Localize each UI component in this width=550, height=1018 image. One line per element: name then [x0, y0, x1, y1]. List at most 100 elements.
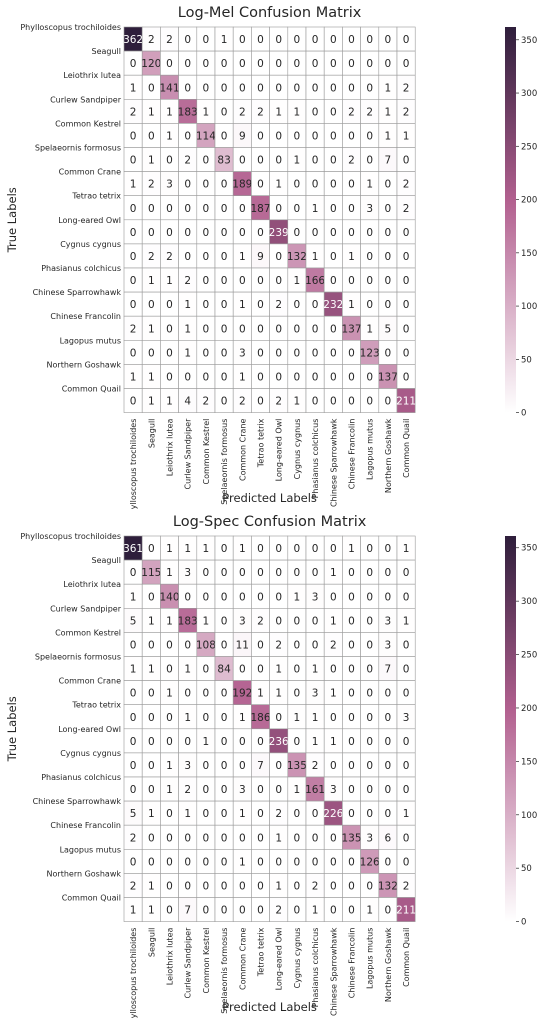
cell-value: 1: [385, 106, 392, 118]
cell-value: 1: [184, 347, 191, 359]
cell-value: 1: [148, 664, 155, 676]
colorbar-tick-label: 350: [521, 36, 537, 46]
cell-value: 0: [385, 712, 392, 724]
cell-value: 0: [294, 179, 301, 191]
cell-value: 189: [232, 179, 252, 191]
cell-value: 0: [148, 299, 155, 311]
cell-value: 0: [348, 688, 355, 700]
cell-value: 0: [330, 905, 337, 917]
x-tick-label: Long-eared Owl: [275, 928, 284, 991]
cell-value: 0: [312, 567, 319, 579]
cell-value: 0: [166, 736, 173, 748]
cell-value: 83: [217, 155, 230, 167]
cell-value: 9: [257, 251, 264, 263]
cell-value: 0: [366, 543, 373, 555]
cell-value: 2: [403, 203, 410, 215]
cell-value: 0: [275, 856, 282, 868]
cell-value: 0: [385, 203, 392, 215]
cell-value: 0: [148, 639, 155, 651]
cell-value: 0: [148, 130, 155, 142]
cell-value: 0: [403, 639, 410, 651]
y-tick-label: Spelaeornis formosus: [35, 653, 121, 662]
cell-value: 0: [312, 227, 319, 239]
cell-value: 0: [184, 688, 191, 700]
cell-value: 0: [130, 396, 137, 408]
cell-value: 0: [348, 856, 355, 868]
cell-value: 0: [385, 856, 392, 868]
cell-value: 2: [403, 82, 410, 94]
y-tick-label: Long-eared Owl: [58, 725, 121, 734]
colorbar-tick-label: 300: [521, 89, 537, 99]
cell-value: 0: [221, 371, 228, 383]
cell-value: 0: [366, 664, 373, 676]
cell-value: 0: [385, 808, 392, 820]
cell-value: 0: [366, 615, 373, 627]
cell-value: 0: [403, 251, 410, 263]
cell-value: 0: [221, 567, 228, 579]
cell-value: 0: [294, 856, 301, 868]
cell-value: 0: [257, 299, 264, 311]
y-tick-label: Cygnus cygnus: [60, 240, 121, 249]
cell-value: 1: [148, 275, 155, 287]
cell-value: 1: [184, 808, 191, 820]
cell-value: 0: [239, 275, 246, 287]
cell-value: 1: [166, 396, 173, 408]
cell-value: 0: [385, 179, 392, 191]
log-spec-confusion-matrix-panel: Log-Spec Confusion Matrix 361 0 1 1 1 0 1 0 0 0 0 0 1…: [0, 509, 550, 1018]
cell-value: 7: [385, 155, 392, 167]
cell-value: 0: [257, 227, 264, 239]
cell-value: 3: [239, 784, 246, 796]
cell-value: 0: [184, 880, 191, 892]
cell-value: 1: [403, 543, 410, 555]
cell-value: 1: [130, 82, 137, 94]
heatmap-cells: 362 2 2 0 0 1 0 0 0 0 0 0 0 0 0 00 120 0 0 0 0 0 0 0 0 0 0 0 0 0 01 0 14…: [123, 26, 416, 413]
cell-value: 0: [221, 58, 228, 70]
cell-value: 1: [312, 203, 319, 215]
cell-value: 0: [312, 543, 319, 555]
cell-value: 0: [130, 856, 137, 868]
x-tick-label: Northern Goshawk: [384, 927, 393, 1002]
cell-value: 0: [221, 832, 228, 844]
cell-value: 0: [403, 760, 410, 772]
cell-value: 1: [148, 880, 155, 892]
cell-value: 0: [312, 58, 319, 70]
cell-value: 0: [275, 784, 282, 796]
cell-value: 114: [196, 130, 216, 142]
colorbar-tick-label: 300: [521, 597, 537, 607]
colorbar-tick-label: 150: [521, 757, 537, 767]
cell-value: 0: [221, 82, 228, 94]
cell-value: 0: [257, 58, 264, 70]
cell-value: 1: [203, 615, 210, 627]
cell-value: 1: [130, 179, 137, 191]
cell-value: 1: [275, 880, 282, 892]
cell-value: 1: [348, 543, 355, 555]
cell-value: 0: [403, 347, 410, 359]
cell-value: 123: [360, 347, 380, 359]
cell-value: 0: [203, 567, 210, 579]
cell-value: 0: [403, 736, 410, 748]
cell-value: 211: [396, 396, 416, 408]
cell-value: 0: [330, 323, 337, 335]
cell-value: 1: [203, 543, 210, 555]
cell-value: 0: [257, 323, 264, 335]
cell-value: 0: [166, 227, 173, 239]
cell-value: 0: [148, 832, 155, 844]
x-tick-label: Chinese Francolin: [348, 419, 357, 490]
cell-value: 0: [130, 712, 137, 724]
cell-value: 0: [239, 905, 246, 917]
y-tick-label: Cygnus cygnus: [60, 749, 121, 758]
cell-value: 1: [166, 275, 173, 287]
cell-value: 0: [221, 712, 228, 724]
cell-value: 0: [403, 155, 410, 167]
cell-value: 0: [239, 760, 246, 772]
cell-value: 0: [330, 347, 337, 359]
cell-value: 0: [312, 856, 319, 868]
cell-value: 0: [166, 905, 173, 917]
x-tick-label: Common Crane: [238, 928, 247, 990]
cell-value: 115: [141, 567, 161, 579]
x-tick-label: Lagopus mutus: [366, 419, 375, 480]
cell-value: 2: [130, 832, 137, 844]
colorbar-tick-label: 100: [521, 811, 537, 821]
cell-value: 1: [239, 856, 246, 868]
cell-value: 0: [203, 856, 210, 868]
